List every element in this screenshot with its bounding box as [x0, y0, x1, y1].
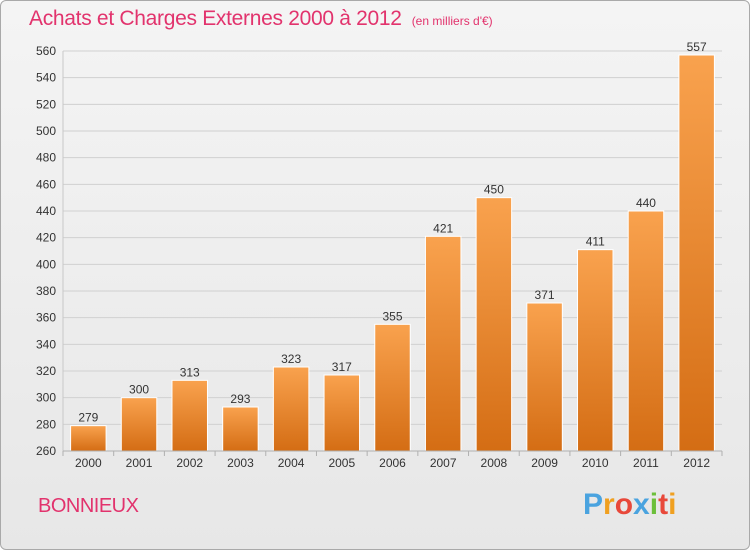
y-tick-label: 380	[36, 284, 56, 298]
y-tick-label: 560	[36, 44, 56, 58]
x-tick-label: 2002	[176, 456, 203, 470]
brand-letter: i	[668, 488, 677, 521]
brand-letter: P	[583, 488, 604, 521]
x-tick-label: 2005	[328, 456, 355, 470]
bar-value-label: 317	[332, 360, 352, 374]
y-tick-label: 280	[36, 417, 56, 431]
bar-2007	[424, 235, 462, 452]
bar-value-label: 323	[281, 352, 301, 366]
x-tick-label: 2001	[126, 456, 153, 470]
x-tick-label: 2011	[633, 456, 659, 470]
bar-2012	[678, 54, 715, 452]
chart-unit-note: (en milliers d'€)	[411, 14, 493, 28]
x-tick-label: 2012	[683, 456, 710, 470]
y-tick-label: 260	[36, 444, 56, 458]
bar-value-label: 421	[433, 221, 453, 235]
bar-value-label: 450	[484, 183, 504, 197]
bar-2009	[526, 302, 563, 452]
brand-letter: x	[633, 488, 650, 521]
bar-2002	[171, 379, 208, 452]
x-tick-label: 2009	[531, 456, 558, 470]
x-tick-label: 2006	[379, 456, 406, 470]
bar-2006	[374, 323, 411, 452]
chart-header: Achats et Charges Externes 2000 à 2012 (e…	[29, 7, 493, 31]
x-tick-label: 2004	[278, 456, 305, 470]
y-tick-label: 500	[36, 124, 56, 138]
bar-2011	[627, 210, 665, 452]
bar-value-label: 293	[230, 392, 250, 406]
y-tick-label: 400	[36, 257, 56, 271]
x-tick-label: 2003	[227, 456, 254, 470]
brand-letter: t	[658, 488, 669, 521]
bar-value-label: 313	[180, 365, 200, 379]
commune-name: BONNIEUX	[38, 495, 139, 517]
bar-value-label: 440	[636, 196, 656, 210]
bar-value-label: 355	[382, 309, 402, 323]
y-tick-label: 460	[36, 177, 56, 191]
bar-value-label: 411	[586, 235, 605, 249]
y-tick-label: 340	[36, 337, 56, 351]
y-tick-label: 440	[36, 204, 56, 218]
bar-2010	[577, 249, 614, 452]
x-tick-label: 2000	[75, 456, 102, 470]
y-tick-label: 480	[36, 151, 56, 165]
y-tick-label: 300	[36, 391, 56, 405]
y-axis-ticks: 260 280 300 320 340 360 380 400 420 440 460 480 500 5…	[36, 44, 56, 458]
x-tick-label: 2007	[430, 456, 457, 470]
x-tick-label: 2010	[582, 456, 609, 470]
bar-value-label: 371	[535, 288, 555, 302]
bar-2004	[272, 366, 310, 452]
bar-value-label: 279	[78, 411, 98, 425]
bar-2001	[120, 397, 158, 452]
bar-value-label: 557	[687, 40, 707, 54]
bar-2008	[475, 197, 513, 452]
y-tick-label: 360	[36, 311, 56, 325]
x-tick-label: 2008	[481, 456, 508, 470]
bar-2003	[222, 406, 259, 452]
brand-letter: o	[614, 488, 634, 521]
bar-value-label: 300	[129, 383, 149, 397]
y-tick-label: 540	[36, 71, 56, 85]
brand-logo: Proxiti	[583, 488, 676, 522]
y-tick-label: 320	[36, 364, 56, 378]
bar-2005	[323, 374, 361, 452]
y-tick-label: 520	[36, 97, 56, 111]
brand-letter: r	[603, 488, 615, 521]
y-tick-label: 420	[36, 231, 56, 245]
bar-2000	[70, 425, 107, 452]
x-axis-ticks: 2000 2001 2002 2003 2004 2005 2006 2007 2008 2009…	[62, 450, 723, 470]
brand-letter: i	[649, 488, 659, 521]
bars: 279 300 313 293 323 317 355 421 450 371 411 440 557	[70, 40, 715, 452]
chart-title: Achats et Charges Externes 2000 à 2012	[29, 7, 402, 30]
